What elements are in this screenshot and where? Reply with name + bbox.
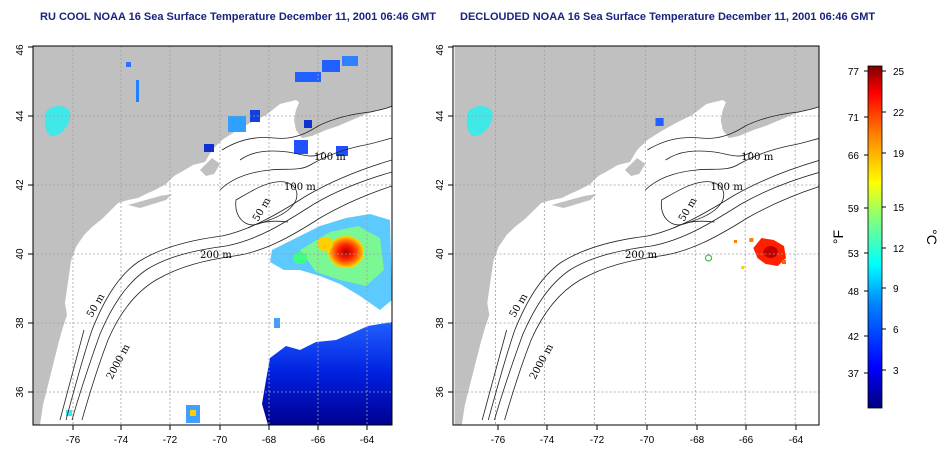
x-tick-label: -64 — [360, 435, 375, 446]
nova-scotia-land — [720, 84, 819, 138]
fahrenheit-tick-label: 48 — [848, 287, 860, 298]
contour-label: 200 m — [200, 250, 232, 261]
y-tick-label: 36 — [15, 386, 26, 398]
cape-cod-land — [624, 158, 646, 176]
grid-lines-right — [454, 46, 819, 425]
long-island-land — [551, 194, 597, 208]
x-tick-label: -72 — [590, 435, 605, 446]
celsius-tick-label: 9 — [893, 284, 899, 295]
y-tick-label: 42 — [435, 179, 446, 191]
x-tick-labels-left: -76 -74 -72 -70 -68 -66 -64 — [66, 435, 375, 446]
y-tick-label: 36 — [435, 386, 446, 398]
x-axis-right — [497, 425, 797, 430]
x-tick-label: -72 — [163, 435, 178, 446]
x-tick-label: -66 — [739, 435, 754, 446]
right-panel-title: DECLOUDED NOAA 16 Sea Surface Temperatur… — [460, 11, 876, 23]
x-tick-label: -66 — [311, 435, 326, 446]
y-tick-labels-right: 36 38 40 42 44 46 — [435, 44, 446, 398]
celsius-tick-label: 25 — [893, 67, 905, 78]
y-axis-left — [28, 46, 33, 393]
x-tick-label: -76 — [66, 435, 81, 446]
x-tick-label: -76 — [491, 435, 506, 446]
x-tick-label: -64 — [789, 435, 804, 446]
map-frame-right — [452, 45, 820, 426]
bathymetry-contours-right — [481, 106, 819, 421]
fahrenheit-tick-label: 77 — [848, 67, 860, 78]
y-tick-labels-left: 36 38 40 42 44 46 — [15, 44, 26, 398]
y-tick-label: 40 — [435, 248, 446, 260]
colorbar-gradient — [867, 65, 883, 409]
fahrenheit-tick-labels: 77 71 66 59 53 48 42 37 — [848, 67, 860, 380]
y-tick-label: 38 — [435, 317, 446, 329]
x-tick-label: -68 — [262, 435, 277, 446]
fahrenheit-tick-label: 59 — [848, 204, 860, 215]
y-axis-right — [448, 46, 453, 393]
contour-label: 100 m — [711, 182, 744, 193]
right-map-panel: 100 m 100 m 50 m 200 m 50 m 2000 m -76 -… — [435, 44, 820, 446]
fahrenheit-tick-label: 66 — [848, 151, 860, 162]
celsius-tick-label: 22 — [893, 108, 905, 119]
y-tick-label: 38 — [15, 317, 26, 329]
fahrenheit-tick-label: 42 — [848, 332, 860, 343]
sst-pixels-left — [44, 56, 392, 425]
x-axis-left — [72, 425, 368, 430]
celsius-tick-label: 6 — [893, 325, 899, 336]
x-tick-label: -70 — [213, 435, 228, 446]
long-island-land — [128, 194, 172, 208]
y-tick-label: 40 — [15, 248, 26, 260]
fahrenheit-unit-label: °F — [830, 230, 846, 244]
grid-lines-left — [33, 46, 392, 425]
temperature-colorbar: 77 71 66 59 53 48 42 37 25 22 19 15 12 9… — [830, 65, 940, 409]
x-tick-label: -74 — [540, 435, 555, 446]
x-tick-label: -68 — [690, 435, 705, 446]
cape-cod-land — [200, 158, 220, 176]
y-tick-label: 46 — [15, 44, 26, 56]
nova-scotia-land — [294, 84, 392, 138]
contour-label: 200 m — [625, 250, 658, 261]
y-tick-label: 42 — [15, 179, 26, 191]
land-mass — [33, 46, 392, 425]
contour-label: 100 m — [741, 152, 774, 163]
celsius-ticks — [882, 70, 886, 371]
celsius-tick-label: 12 — [893, 244, 905, 255]
fahrenheit-tick-label: 71 — [848, 113, 860, 124]
x-tick-labels-right: -76 -74 -72 -70 -68 -66 -64 — [491, 435, 804, 446]
fahrenheit-ticks — [864, 70, 868, 374]
contour-label: 100 m — [284, 182, 316, 193]
fahrenheit-tick-label: 37 — [848, 369, 860, 380]
left-panel-title: RU COOL NOAA 16 Sea Surface Temperature … — [40, 11, 436, 23]
x-tick-label: -74 — [114, 435, 129, 446]
bathymetry-contours-left — [59, 105, 392, 421]
left-map-panel: 100 m 100 m 50 m 200 m 50 m 2000 m -76 -… — [15, 44, 393, 446]
y-tick-label: 44 — [435, 110, 446, 122]
map-frame-left — [32, 45, 393, 426]
land-mass — [454, 46, 819, 425]
x-tick-label: -70 — [640, 435, 655, 446]
y-tick-label: 44 — [15, 110, 26, 122]
celsius-tick-label: 15 — [893, 203, 905, 214]
celsius-tick-label: 19 — [893, 149, 905, 160]
celsius-tick-label: 3 — [893, 366, 899, 377]
celsius-tick-labels: 25 22 19 15 12 9 6 3 — [893, 67, 905, 377]
y-tick-label: 46 — [435, 44, 446, 56]
celsius-unit-label: °C — [924, 229, 940, 245]
contour-label: 100 m — [314, 152, 346, 163]
fahrenheit-tick-label: 53 — [848, 249, 860, 260]
sst-pixels-right — [466, 106, 786, 269]
